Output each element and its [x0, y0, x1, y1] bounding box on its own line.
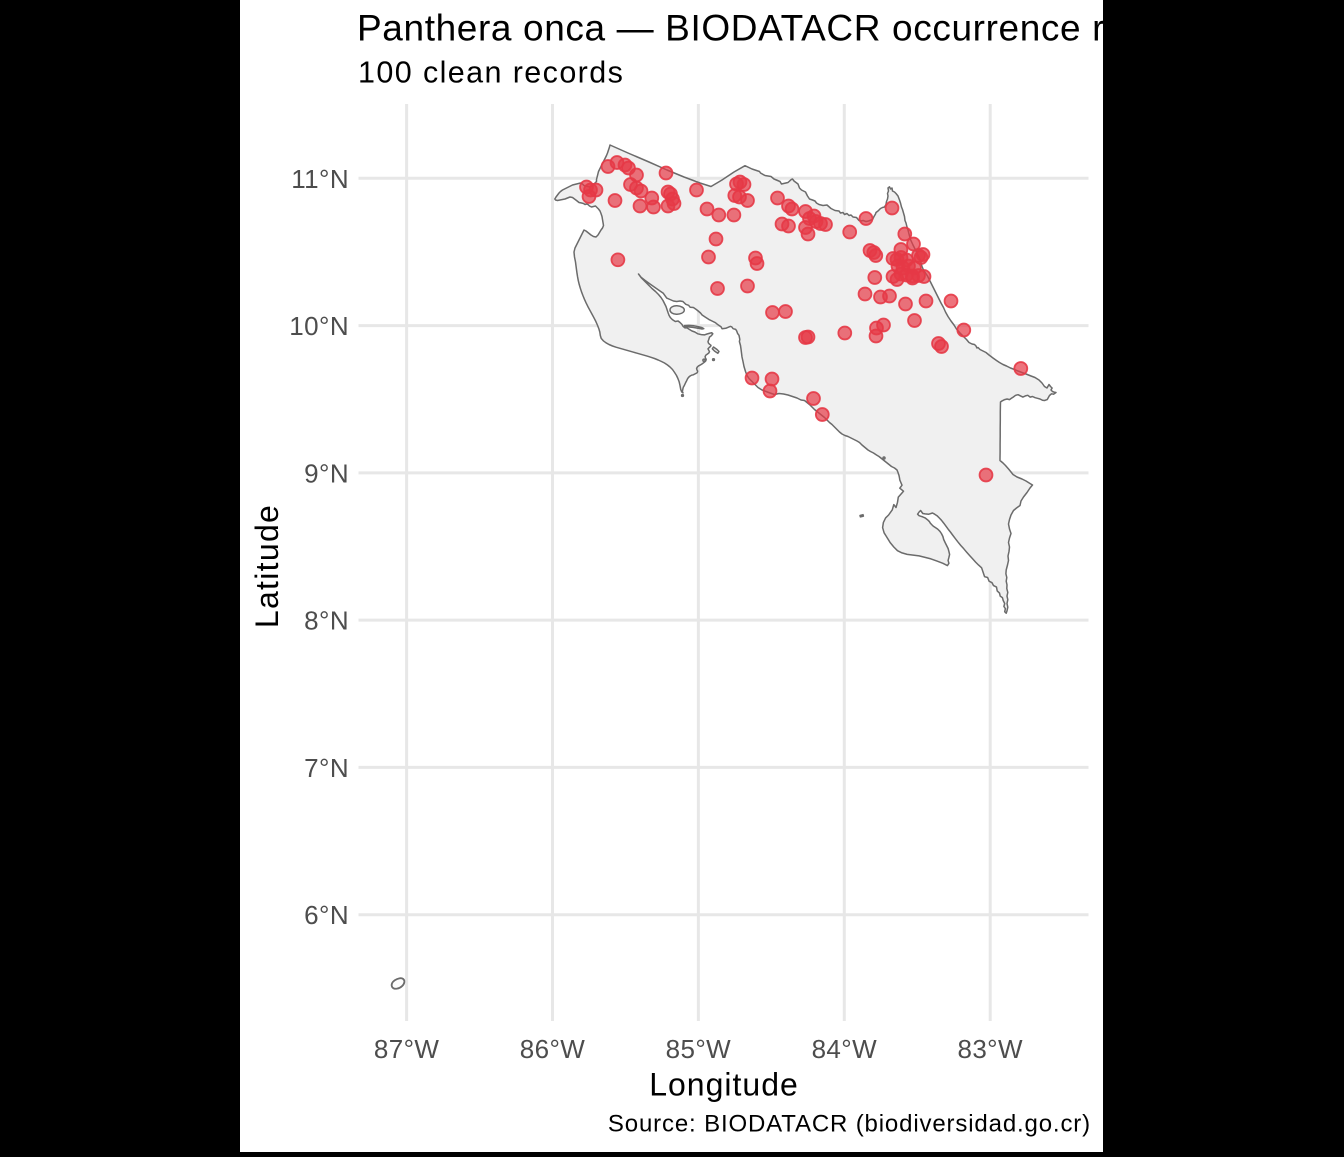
svg-text:11°N: 11°N [291, 164, 349, 194]
svg-text:6°N: 6°N [304, 900, 349, 930]
svg-text:10°N: 10°N [289, 311, 349, 341]
svg-text:7°N: 7°N [304, 753, 349, 783]
svg-text:8°N: 8°N [304, 606, 349, 636]
svg-text:Source: BIODATACR (biodiversid: Source: BIODATACR (biodiversidad.go.cr) [608, 1111, 1091, 1138]
svg-text:Longitude: Longitude [649, 1066, 799, 1102]
svg-text:84°W: 84°W [812, 1034, 878, 1064]
svg-text:87°W: 87°W [374, 1034, 440, 1064]
svg-text:83°W: 83°W [957, 1034, 1023, 1064]
svg-text:Latitude: Latitude [249, 504, 285, 628]
svg-text:Panthera onca — BIODATACR occu: Panthera onca — BIODATACR occurrence rec… [357, 8, 1220, 49]
svg-text:86°W: 86°W [520, 1034, 586, 1064]
svg-text:100 clean records: 100 clean records [358, 55, 624, 89]
svg-text:85°W: 85°W [666, 1034, 732, 1064]
svg-text:9°N: 9°N [304, 458, 349, 488]
